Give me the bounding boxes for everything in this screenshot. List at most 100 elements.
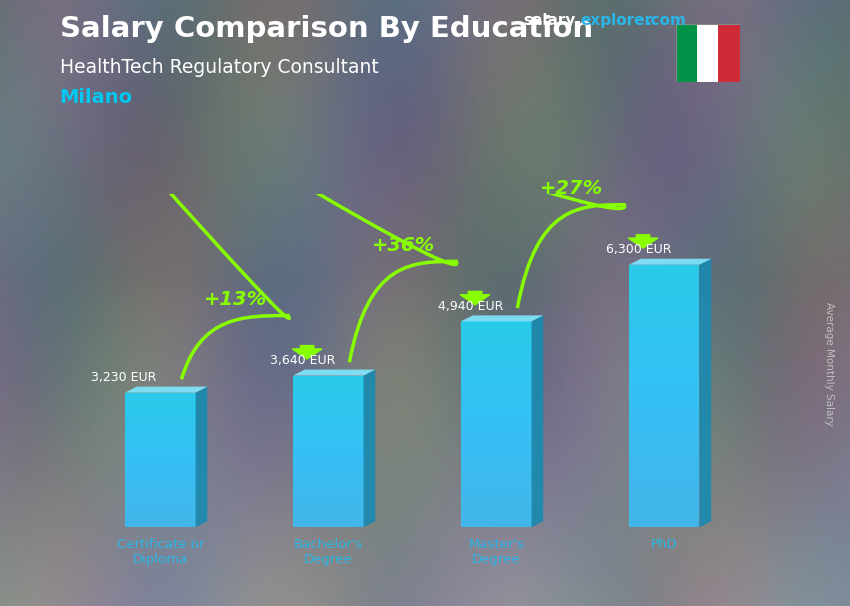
- Polygon shape: [293, 467, 364, 470]
- Polygon shape: [293, 448, 364, 451]
- Polygon shape: [461, 419, 531, 424]
- Polygon shape: [629, 291, 700, 298]
- Polygon shape: [125, 436, 196, 440]
- Text: .com: .com: [645, 13, 686, 28]
- Polygon shape: [629, 396, 700, 402]
- Polygon shape: [125, 440, 196, 443]
- Polygon shape: [629, 462, 700, 468]
- Polygon shape: [125, 517, 196, 521]
- Polygon shape: [461, 383, 531, 388]
- Polygon shape: [461, 461, 531, 465]
- Polygon shape: [125, 470, 196, 473]
- Polygon shape: [629, 298, 700, 304]
- Polygon shape: [125, 456, 196, 460]
- Polygon shape: [629, 376, 700, 383]
- Polygon shape: [125, 387, 207, 393]
- Polygon shape: [629, 402, 700, 409]
- Polygon shape: [461, 486, 531, 491]
- Polygon shape: [461, 522, 531, 527]
- Polygon shape: [293, 440, 364, 444]
- Polygon shape: [629, 481, 700, 488]
- Polygon shape: [629, 488, 700, 494]
- Polygon shape: [461, 315, 543, 321]
- Polygon shape: [461, 327, 531, 331]
- Polygon shape: [461, 517, 531, 522]
- Polygon shape: [629, 363, 700, 370]
- Polygon shape: [125, 487, 196, 490]
- Polygon shape: [125, 510, 196, 514]
- Polygon shape: [293, 459, 364, 463]
- Polygon shape: [125, 447, 196, 450]
- FancyArrow shape: [292, 345, 322, 359]
- Polygon shape: [293, 519, 364, 524]
- Polygon shape: [293, 383, 364, 387]
- Polygon shape: [461, 450, 531, 455]
- Polygon shape: [461, 414, 531, 419]
- Polygon shape: [125, 467, 196, 470]
- Polygon shape: [293, 524, 364, 527]
- Polygon shape: [125, 423, 196, 426]
- Polygon shape: [293, 478, 364, 482]
- Polygon shape: [125, 399, 196, 403]
- Polygon shape: [629, 514, 700, 521]
- Bar: [718, 24, 740, 82]
- Polygon shape: [461, 481, 531, 486]
- Polygon shape: [461, 358, 531, 362]
- Polygon shape: [461, 424, 531, 430]
- Polygon shape: [125, 416, 196, 419]
- Polygon shape: [293, 504, 364, 508]
- Polygon shape: [461, 445, 531, 450]
- Text: salary: salary: [523, 13, 575, 28]
- Polygon shape: [293, 497, 364, 501]
- Polygon shape: [629, 271, 700, 278]
- Polygon shape: [293, 387, 364, 391]
- Polygon shape: [125, 490, 196, 493]
- Polygon shape: [629, 356, 700, 363]
- Polygon shape: [461, 373, 531, 378]
- Polygon shape: [461, 331, 531, 337]
- FancyArrow shape: [628, 235, 658, 248]
- Polygon shape: [461, 342, 531, 347]
- Polygon shape: [629, 324, 700, 330]
- Text: explorer: explorer: [581, 13, 653, 28]
- Polygon shape: [629, 474, 700, 481]
- Text: +27%: +27%: [541, 179, 604, 198]
- Text: Salary Comparison By Education: Salary Comparison By Education: [60, 15, 592, 43]
- Polygon shape: [629, 337, 700, 344]
- Polygon shape: [461, 440, 531, 445]
- Polygon shape: [461, 476, 531, 481]
- Polygon shape: [629, 383, 700, 390]
- Polygon shape: [461, 465, 531, 471]
- Polygon shape: [125, 524, 196, 527]
- Polygon shape: [629, 448, 700, 455]
- Polygon shape: [629, 330, 700, 337]
- Polygon shape: [293, 406, 364, 410]
- Polygon shape: [293, 444, 364, 448]
- Polygon shape: [629, 278, 700, 284]
- Polygon shape: [125, 460, 196, 464]
- FancyArrow shape: [461, 291, 490, 305]
- Polygon shape: [293, 398, 364, 402]
- Polygon shape: [196, 387, 207, 527]
- Polygon shape: [125, 396, 196, 399]
- Polygon shape: [293, 516, 364, 519]
- Polygon shape: [125, 473, 196, 477]
- Polygon shape: [461, 337, 531, 342]
- Polygon shape: [461, 507, 531, 512]
- Polygon shape: [293, 425, 364, 428]
- Polygon shape: [293, 376, 364, 379]
- Polygon shape: [629, 422, 700, 429]
- Polygon shape: [125, 501, 196, 504]
- Text: Average Monthly Salary: Average Monthly Salary: [824, 302, 834, 425]
- Polygon shape: [629, 284, 700, 291]
- Polygon shape: [125, 497, 196, 501]
- Polygon shape: [629, 390, 700, 396]
- Polygon shape: [629, 442, 700, 448]
- Polygon shape: [125, 426, 196, 430]
- Polygon shape: [293, 428, 364, 433]
- Text: +13%: +13%: [204, 290, 268, 309]
- Polygon shape: [629, 304, 700, 311]
- Polygon shape: [293, 463, 364, 467]
- Polygon shape: [629, 468, 700, 474]
- Polygon shape: [364, 370, 376, 527]
